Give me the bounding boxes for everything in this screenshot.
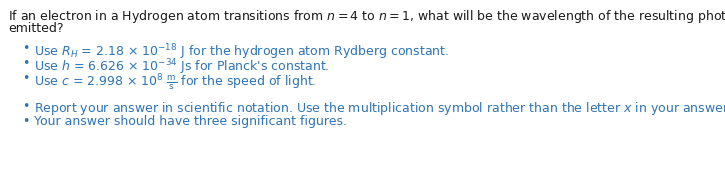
Text: Your answer should have three significant figures.: Your answer should have three significan… <box>34 115 347 128</box>
Text: Use $R_H$ = 2.18 × 10$^{-18}$ J for the hydrogen atom Rydberg constant.: Use $R_H$ = 2.18 × 10$^{-18}$ J for the … <box>34 42 449 62</box>
Text: •: • <box>22 115 30 128</box>
Text: •: • <box>22 57 30 70</box>
Text: Use $h$ = 6.626 × 10$^{-34}$ Js for Planck's constant.: Use $h$ = 6.626 × 10$^{-34}$ Js for Plan… <box>34 57 330 77</box>
Text: Report your answer in scientific notation. Use the multiplication symbol rather : Report your answer in scientific notatio… <box>34 100 725 117</box>
Text: •: • <box>22 100 30 113</box>
Text: If an electron in a Hydrogen atom transitions from $n = 4$ to $n = 1$, what will: If an electron in a Hydrogen atom transi… <box>8 8 725 25</box>
Text: emitted?: emitted? <box>8 22 64 35</box>
Text: Use $c$ = 2.998 × 10$^{8}$ $\frac{\mathrm{m}}{\mathrm{s}}$ for the speed of ligh: Use $c$ = 2.998 × 10$^{8}$ $\frac{\mathr… <box>34 72 317 92</box>
Text: •: • <box>22 42 30 55</box>
Text: •: • <box>22 72 30 85</box>
